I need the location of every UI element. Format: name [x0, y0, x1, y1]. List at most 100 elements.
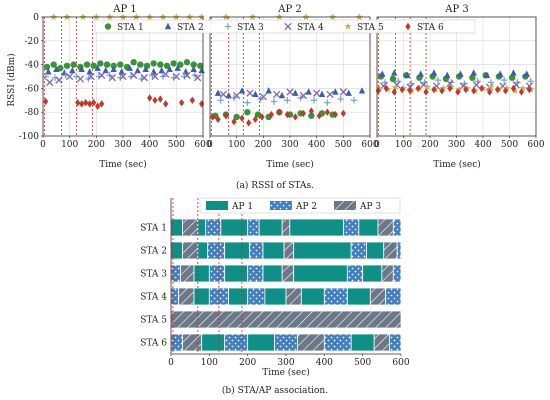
data-point [332, 88, 339, 95]
y-tick-label: -20 [25, 37, 40, 47]
association-segment [262, 264, 283, 283]
data-point [83, 98, 89, 107]
data-point [337, 95, 344, 103]
data-point [494, 85, 501, 94]
data-point [423, 88, 429, 96]
data-point [431, 85, 437, 94]
x-tick-label: 500 [168, 140, 185, 150]
data-point [63, 62, 71, 69]
x-tick-label: 0 [374, 140, 380, 150]
data-point [415, 84, 421, 93]
legend-label-ap-3: AP 3 [359, 202, 381, 212]
association-row-sta-1: STA 1 [140, 218, 402, 237]
data-point [404, 71, 411, 79]
data-point [91, 98, 97, 107]
category-label: STA 5 [140, 316, 167, 326]
association-segment [383, 241, 398, 260]
data-point [95, 102, 101, 110]
association-segment [258, 218, 283, 237]
association-segment [170, 310, 402, 329]
data-point [375, 87, 381, 95]
data-point [79, 100, 85, 108]
data-point [447, 84, 453, 93]
x-tick-label: 600 [194, 140, 211, 150]
data-point [324, 99, 331, 106]
data-point [246, 119, 252, 127]
x-tick-label: 200 [421, 140, 438, 150]
data-point [194, 74, 202, 82]
data-point [238, 87, 246, 94]
category-label: STA 2 [140, 247, 167, 257]
data-point [430, 69, 438, 76]
legend-swatch-ap-3 [334, 201, 356, 210]
data-point [318, 90, 326, 98]
data-point [69, 66, 76, 74]
association-segment [283, 241, 295, 260]
association-segment [346, 264, 364, 283]
data-point [254, 111, 262, 118]
data-point [137, 61, 144, 68]
association-row-sta-2: STA 2 [140, 241, 402, 260]
x-tick-label: 600 [361, 140, 378, 150]
data-point [87, 100, 93, 108]
association-segment [362, 264, 383, 283]
legend-marker-sta-2 [164, 22, 172, 30]
data-point [219, 90, 227, 99]
association-segment [182, 241, 199, 260]
data-point [514, 79, 521, 86]
data-point [99, 100, 105, 108]
association-segment [281, 218, 291, 237]
data-point [94, 64, 101, 71]
data-point [391, 69, 398, 76]
data-point [177, 61, 184, 68]
data-point [197, 62, 204, 69]
data-point [170, 60, 177, 67]
data-point [110, 65, 117, 73]
association-xlabel: Time (sec) [262, 367, 310, 378]
data-point [518, 88, 525, 96]
data-point [150, 68, 157, 75]
association-segment [180, 264, 195, 283]
data-point [233, 91, 241, 100]
x-tick-label: 300 [277, 358, 294, 368]
legend-marker-sta-4 [284, 22, 292, 31]
data-point [126, 64, 133, 71]
x-tick-label: 300 [448, 140, 465, 150]
data-point [163, 100, 169, 108]
association-segment [323, 333, 352, 352]
category-label: STA 3 [140, 270, 167, 280]
x-tick-label: 400 [316, 358, 333, 368]
data-point [523, 70, 530, 77]
data-point [276, 108, 282, 116]
legend-label-sta-5: STA 5 [357, 23, 384, 33]
data-point [151, 72, 159, 81]
data-point [244, 99, 251, 106]
association-segment [201, 333, 226, 352]
x-tick-label: 600 [392, 358, 409, 368]
data-point [179, 98, 185, 107]
data-point [472, 81, 481, 89]
data-point [147, 94, 153, 102]
association-segment [170, 287, 180, 306]
association-segment [285, 287, 302, 306]
data-point [399, 85, 405, 94]
data-point [284, 110, 290, 119]
data-point [142, 65, 149, 73]
x-tick-label: 100 [228, 140, 245, 150]
data-point [461, 80, 468, 87]
association-segment [193, 264, 210, 283]
x-tick-label: 300 [114, 140, 131, 150]
data-point [339, 88, 347, 96]
legend-box [94, 19, 476, 34]
association-segment [297, 333, 325, 352]
data-point [223, 112, 229, 120]
legend-marker-sta-6 [405, 22, 411, 31]
data-point [66, 72, 74, 81]
data-point [134, 66, 141, 74]
data-point [511, 86, 519, 94]
data-point [391, 83, 400, 91]
legend-marker-sta-3 [224, 23, 232, 30]
data-point [259, 93, 267, 101]
x-tick-label: 0 [40, 140, 46, 150]
data-point [189, 96, 195, 104]
